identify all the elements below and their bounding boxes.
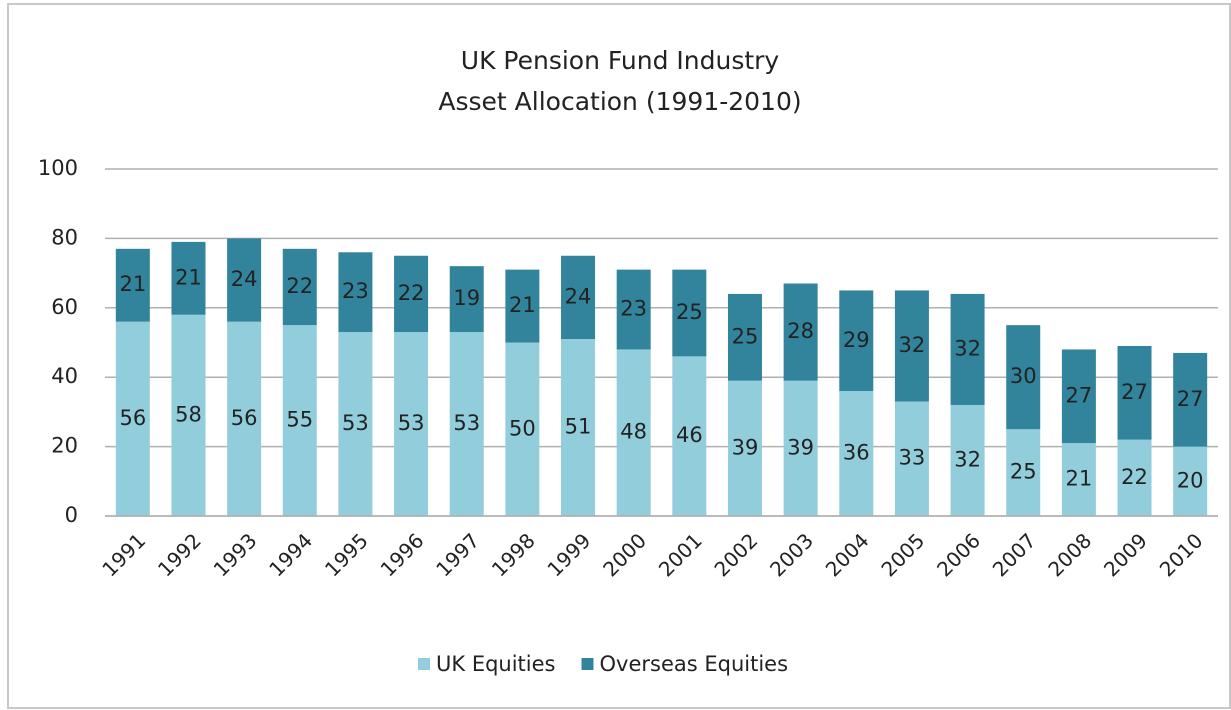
data-label: 21 [119, 272, 146, 296]
bar-segment [505, 269, 540, 343]
bar-segment [616, 269, 651, 350]
data-label: 25 [732, 324, 759, 348]
data-label: 24 [565, 284, 592, 308]
bar-segment [171, 314, 206, 516]
data-label: 55 [286, 408, 313, 432]
bar-segment [394, 332, 429, 516]
data-label: 25 [1010, 460, 1037, 484]
bar-segment [1117, 345, 1152, 440]
data-label: 22 [1121, 465, 1148, 489]
bar-segment [1061, 443, 1096, 516]
data-label: 27 [1121, 380, 1148, 404]
legend-swatch [581, 658, 594, 670]
data-label: 33 [899, 446, 926, 470]
bar-segment [616, 349, 651, 516]
data-label: 39 [732, 435, 759, 459]
legend-label: Overseas Equities [600, 652, 789, 676]
data-label: 22 [398, 281, 425, 305]
bar-segment [727, 293, 762, 381]
data-label: 32 [954, 447, 981, 471]
bar-segment [894, 290, 929, 402]
data-label: 22 [286, 274, 313, 298]
bar-segment [561, 255, 596, 340]
data-label: 23 [620, 297, 647, 321]
data-label: 21 [509, 293, 536, 317]
bar-segment [1006, 429, 1041, 516]
bar-segment [505, 342, 540, 516]
bar-segment [950, 293, 985, 405]
data-label: 36 [843, 441, 870, 465]
bar-segment [394, 255, 429, 333]
data-label: 30 [1010, 364, 1037, 388]
bar-segment [839, 290, 874, 392]
y-tick-label: 60 [51, 295, 78, 319]
data-label: 58 [175, 402, 202, 426]
bar-segment [282, 325, 317, 516]
bar-segment [1117, 439, 1152, 516]
data-label: 27 [1066, 383, 1093, 407]
bar-segment [839, 391, 874, 516]
data-label: 28 [787, 319, 814, 343]
bar-segment [1173, 352, 1208, 447]
data-label: 24 [231, 267, 258, 291]
data-label: 51 [565, 415, 592, 439]
data-label: 19 [453, 286, 480, 310]
bar-segment [338, 252, 373, 333]
bar-segment [227, 238, 262, 322]
bar-segment [894, 401, 929, 516]
bar-segment [727, 380, 762, 516]
data-label: 23 [342, 279, 369, 303]
data-label: 39 [787, 435, 814, 459]
y-tick-label: 0 [65, 503, 78, 527]
data-label: 48 [620, 420, 647, 444]
y-tick-label: 40 [51, 364, 78, 388]
bar-segment [282, 248, 317, 326]
bar-segment [561, 339, 596, 516]
bar-segment [1061, 349, 1096, 444]
data-label: 50 [509, 416, 536, 440]
bar-segment [449, 266, 484, 333]
bar-segment [449, 332, 484, 516]
data-label: 20 [1177, 468, 1204, 492]
data-label: 46 [676, 423, 703, 447]
bar-segment [1006, 325, 1041, 430]
data-label: 21 [175, 265, 202, 289]
bar-segment [783, 380, 818, 516]
chart-title: Asset Allocation (1991-2010) [438, 87, 801, 116]
data-label: 32 [899, 333, 926, 357]
data-label: 56 [119, 406, 146, 430]
data-label: 21 [1066, 467, 1093, 491]
legend-label: UK Equities [436, 652, 556, 676]
bar-segment [115, 248, 150, 322]
bar-segment [227, 321, 262, 516]
y-tick-label: 20 [51, 434, 78, 458]
legend-swatch [418, 658, 430, 670]
data-label: 53 [453, 411, 480, 435]
data-label: 53 [342, 411, 369, 435]
data-label: 25 [676, 300, 703, 324]
bar-segment [171, 241, 206, 315]
data-label: 27 [1177, 387, 1204, 411]
y-tick-label: 100 [38, 156, 78, 180]
bar-segment [1173, 446, 1208, 516]
bar-segment [115, 321, 150, 516]
chart-title: UK Pension Fund Industry [461, 46, 780, 75]
data-label: 53 [398, 411, 425, 435]
bar-segment [783, 283, 818, 381]
bar-segment [672, 356, 707, 516]
data-label: 32 [954, 336, 981, 360]
data-label: 56 [231, 406, 258, 430]
bar-segment [338, 332, 373, 516]
data-label: 29 [843, 328, 870, 352]
y-tick-label: 80 [51, 225, 78, 249]
bar-segment [672, 269, 707, 357]
bar-segment [950, 404, 985, 516]
